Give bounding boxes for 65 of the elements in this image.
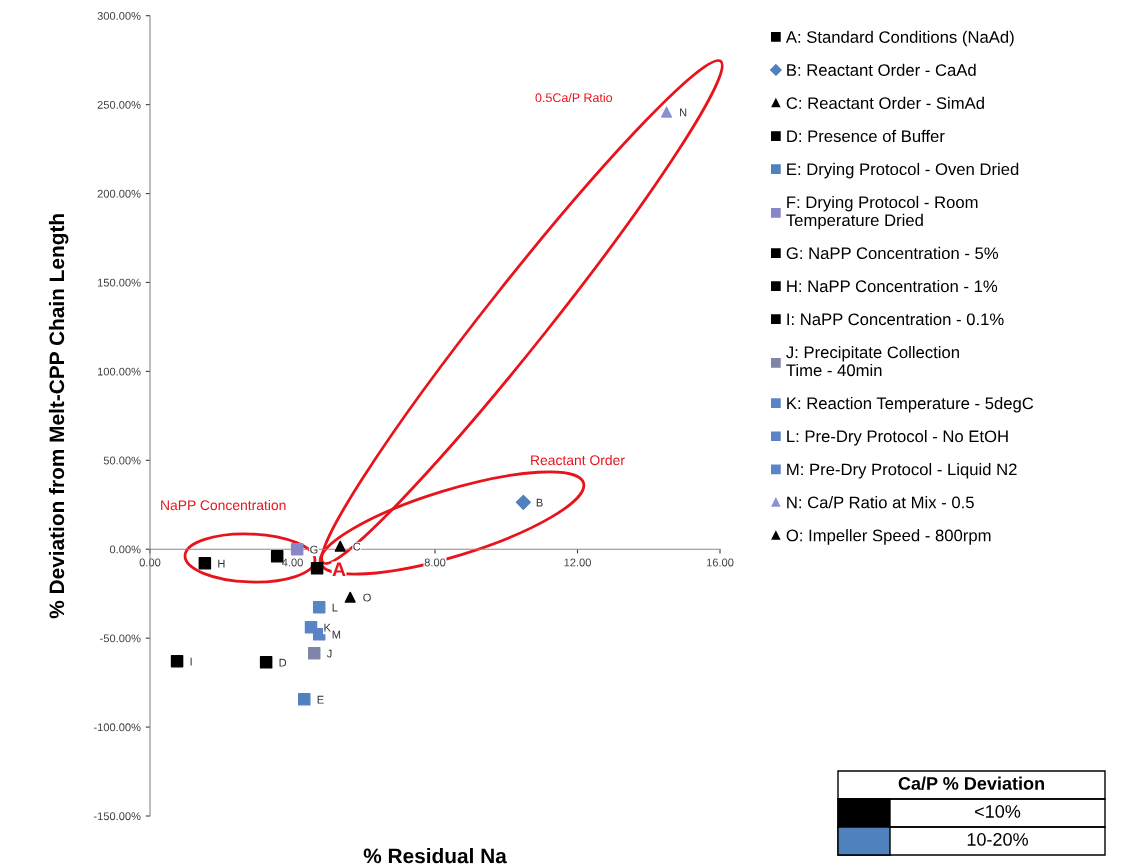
annotation: M <box>332 630 341 639</box>
point <box>661 106 673 118</box>
legend-label: I: NaPP Concentration - 0.1% <box>787 312 1004 326</box>
point <box>307 647 321 660</box>
y-tick-label: 0.00% <box>109 545 141 554</box>
y-tick-label: -50.00% <box>100 634 141 643</box>
y-axis-title: % Deviation from Melt-CPP Chain Length <box>48 214 69 619</box>
annotation: I <box>190 657 192 666</box>
point <box>312 600 326 614</box>
point <box>198 557 212 570</box>
legend-label: N: Ca/P Ratio at Mix - 0.5 <box>787 496 974 509</box>
y-tick-label: 150.00% <box>97 278 141 287</box>
legend-label: A: Standard Conditions (NaAd) <box>785 30 1014 47</box>
annotation: K <box>324 623 331 632</box>
point <box>259 656 273 669</box>
legend-label: O: Impeller Speed - 800rpm <box>786 529 991 545</box>
point <box>270 550 284 563</box>
annotation: E <box>317 695 324 704</box>
text: Ca/P % Deviation <box>898 776 1044 791</box>
y-tick-label: 100.00% <box>97 367 141 376</box>
annotation: A <box>332 562 346 576</box>
x-tick-label: 4.00 <box>281 558 303 567</box>
legend-label: F: Drying Protocol - Room Temperature Dried <box>786 195 978 230</box>
annotation: J <box>326 649 332 658</box>
y-tick-label: 50.00% <box>103 456 141 465</box>
x-tick-label: 12.00 <box>564 558 591 567</box>
annotation: NaPP Concentration <box>161 499 286 511</box>
legend-label: L: Pre-Dry Protocol - No EtOH <box>787 430 1008 446</box>
y-tick-label: 300.00% <box>97 11 141 20</box>
annotation: 0.5Ca/P Ratio <box>535 92 613 103</box>
annotation: L <box>332 603 338 612</box>
legend-label: D: Presence of Buffer <box>787 129 945 143</box>
annotation: H <box>218 559 225 568</box>
y-tick-label: -100.00% <box>93 723 141 732</box>
x-tick-label: 16.00 <box>706 558 734 567</box>
annotation: D <box>279 658 287 667</box>
legend-label: G: NaPP Concentration - 5% <box>786 246 999 260</box>
x-tick-label: 0.00 <box>139 558 161 567</box>
point <box>290 542 304 556</box>
x-tick-label: 8.00 <box>424 558 446 567</box>
annotation: Reactant Order <box>531 454 625 466</box>
x-axis-title: % Residual Na <box>363 848 507 864</box>
annotation: G <box>310 545 318 554</box>
annotation: O <box>363 593 371 602</box>
text: 10-20% <box>967 833 1028 846</box>
annotation: C <box>353 542 361 551</box>
y-tick-label: 250.00% <box>97 100 141 109</box>
legend-label: E: Drying Protocol - Oven Dried <box>787 162 1019 179</box>
point <box>334 540 346 552</box>
annotation: N <box>679 108 687 117</box>
point <box>298 693 311 706</box>
legend-label: H: NaPP Concentration - 1% <box>787 279 998 293</box>
legend-label: C: Reactant Order - SimAd <box>786 96 984 110</box>
legend-label: K: Reaction Temperature - 5degC <box>787 396 1034 413</box>
legend-label: J: Precipitate Collection Time - 40min <box>786 345 959 377</box>
legend-label: M: Pre-Dry Protocol - Liquid N2 <box>787 463 1017 479</box>
point <box>170 655 184 668</box>
point <box>515 494 531 510</box>
annotation: B <box>536 498 543 507</box>
point <box>310 562 324 575</box>
y-tick-label: 200.00% <box>97 189 141 198</box>
y-tick-label: -150.00% <box>93 812 141 821</box>
text: <10% <box>975 805 1021 818</box>
legend-label: B: Reactant Order - CaAd <box>787 63 976 76</box>
point <box>344 591 356 603</box>
